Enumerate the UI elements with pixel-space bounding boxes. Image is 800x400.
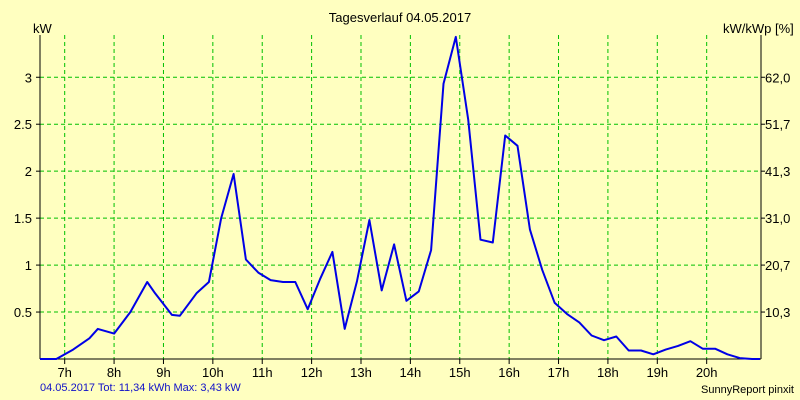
y-tick-label-left: 0.5 [14,305,32,320]
y-tick-label-left: 2.5 [14,117,32,132]
x-tick-label: 12h [301,365,323,380]
footer-brand: SunnyReport pinxit [701,384,794,396]
x-tick-label: 19h [646,365,668,380]
y-axis-label-left: kW [33,21,52,36]
x-tick-label: 17h [548,365,570,380]
y-tick-label-left: 2 [25,164,32,179]
y-tick-label-right: 62,0 [765,70,790,85]
y-tick-label-right: 51,7 [765,117,790,132]
y-tick-label-right: 10,3 [765,305,790,320]
axes [36,35,765,364]
x-tick-label: 7h [57,365,71,380]
series-layer [40,35,760,360]
tick-labels: 7h 8h 9h 10h 11h 12h 13h 14h 15h 16h 17h 18h 19h 20h 0… [14,70,790,380]
series-line-power [40,35,760,360]
x-tick-label: 13h [350,365,372,380]
y-tick-label-left: 3 [25,70,32,85]
grid-lines [40,35,761,359]
x-tick-label: 8h [107,365,121,380]
x-tick-label: 14h [400,365,422,380]
footer-summary: 04.05.2017 Tot: 11,34 kWh Max: 3,43 kW [40,382,241,394]
y-tick-label-right: 20,7 [765,258,790,273]
y-tick-label-left: 1 [25,258,32,273]
x-tick-label: 10h [202,365,224,380]
y-tick-label-right: 31,0 [765,211,790,226]
x-tick-label: 9h [156,365,170,380]
x-tick-label: 20h [696,365,718,380]
y-axis-label-right: kW/kWp [%] [723,21,794,36]
x-tick-label: 11h [252,365,273,380]
y-tick-label-left: 1.5 [14,211,32,226]
x-tick-label: 18h [597,365,619,380]
chart-title: Tagesverlauf 04.05.2017 [328,10,472,25]
x-tick-label: 15h [449,365,471,380]
y-tick-label-right: 41,3 [765,164,790,179]
x-tick-label: 16h [498,365,520,380]
